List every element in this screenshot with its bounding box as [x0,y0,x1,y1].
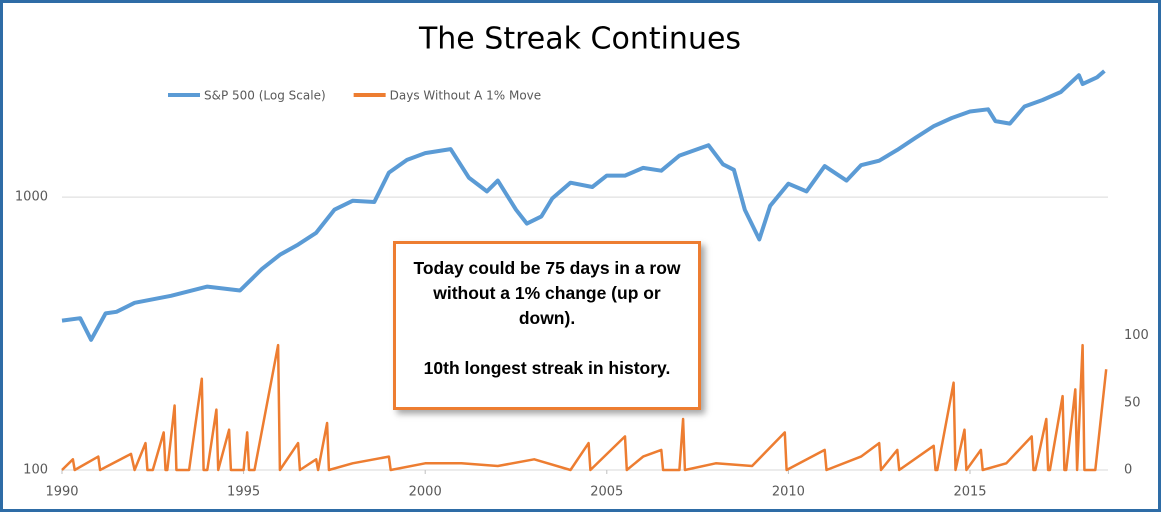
y2-tick-label: 100 [1124,328,1149,343]
x-tick-label: 1995 [227,485,260,500]
x-tick-label: 2010 [772,485,805,500]
x-tick-label: 2000 [409,485,442,500]
y2-tick-label: 0 [1124,463,1132,478]
chart-title: The Streak Continues [418,22,741,57]
series-line [61,343,1108,472]
legend-label: Days Without A 1% Move [390,89,542,103]
annotation: Today could be 75 days in a row without … [413,258,681,328]
y-tick-label: 1000 [15,190,48,205]
y-tick-label: 100 [23,463,48,478]
annotation-box: Today could be 75 days in a row without … [393,241,701,410]
series-line [61,69,1106,342]
legend-label: S&P 500 (Log Scale) [204,89,326,103]
x-tick-label: 2015 [953,485,986,500]
x-tick-label: 1990 [45,485,78,500]
y2-tick-label: 50 [1124,395,1141,410]
annotation: 10th longest streak in history. [423,358,671,378]
x-tick-label: 2005 [590,485,623,500]
